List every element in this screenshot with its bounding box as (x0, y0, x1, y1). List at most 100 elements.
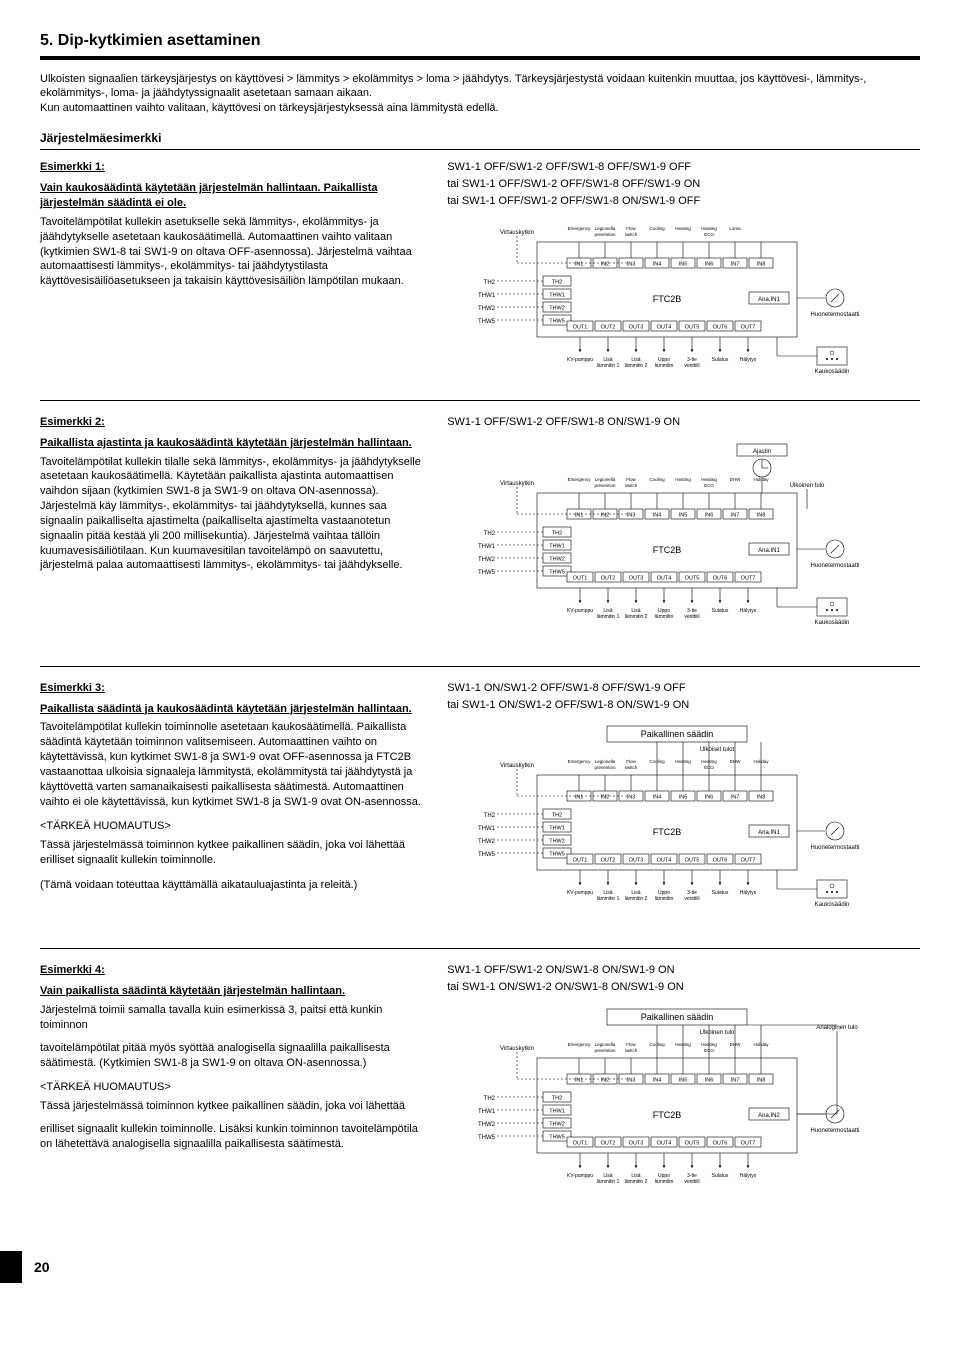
ex1-sw2: tai SW1-1 OFF/SW1-2 OFF/SW1-8 OFF/SW1-9 … (447, 177, 920, 192)
svg-text:Emergency: Emergency (568, 759, 592, 764)
svg-text:Sulatus: Sulatus (712, 357, 729, 363)
svg-text:IN8: IN8 (757, 1078, 766, 1084)
svg-text:THW2: THW2 (478, 839, 496, 845)
svg-text:Heating: Heating (675, 477, 691, 482)
svg-text:Heating: Heating (701, 226, 717, 231)
svg-text:IN6: IN6 (705, 1078, 714, 1084)
ex3-body: Tavoitelämpötilat kullekin toiminnolle a… (40, 720, 427, 809)
svg-text:Kaukosäädin: Kaukosäädin (815, 369, 850, 375)
ex2-sub: Paikallista ajastinta ja kaukosäädintä k… (40, 436, 427, 451)
ex4-body2: tavoitelämpötilat pitää myös syöttää ana… (40, 1041, 427, 1071)
svg-text:OUT4: OUT4 (657, 324, 672, 330)
svg-text:venttiili: venttiili (685, 896, 700, 902)
svg-text:THW5: THW5 (478, 319, 496, 325)
svg-text:IN1: IN1 (575, 1078, 584, 1084)
svg-text:DHW: DHW (730, 759, 741, 764)
svg-text:switch: switch (625, 765, 638, 770)
side-tab (0, 1251, 22, 1283)
svg-text:OUT6: OUT6 (713, 324, 728, 330)
ex1-sw3: tai SW1-1 OFF/SW1-2 OFF/SW1-8 ON/SW1-9 O… (447, 194, 920, 209)
svg-text:Hälytys: Hälytys (740, 1173, 757, 1179)
ex4-note-body: Tässä järjestelmässä toiminnon kytkee pa… (40, 1099, 427, 1114)
ex4-diagram: FTC2BIN1EmergencyIN2Legionellaprevention… (447, 1003, 920, 1223)
svg-text:THW2: THW2 (478, 1122, 496, 1128)
svg-text:TH2: TH2 (552, 1096, 562, 1102)
svg-text:OUT7: OUT7 (741, 858, 756, 864)
svg-text:prevention: prevention (595, 1048, 617, 1053)
svg-text:FTC2B: FTC2B (653, 545, 682, 555)
svg-text:THW1: THW1 (549, 1109, 565, 1115)
example-2: Esimerkki 2: Paikallista ajastinta ja ka… (40, 415, 920, 667)
svg-text:Virtauskytkin: Virtauskytkin (500, 1046, 534, 1052)
svg-text:Sulatus: Sulatus (712, 1173, 729, 1179)
svg-text:Virtauskytkin: Virtauskytkin (500, 230, 534, 236)
svg-text:Legionella: Legionella (595, 226, 616, 231)
svg-text:Heating: Heating (675, 226, 691, 231)
svg-text:IN7: IN7 (731, 512, 740, 518)
svg-text:IN4: IN4 (653, 1078, 662, 1084)
svg-text:OUT5: OUT5 (685, 858, 700, 864)
svg-text:Flow: Flow (626, 226, 636, 231)
svg-text:Virtauskytkin: Virtauskytkin (500, 763, 534, 769)
svg-text:FTC2B: FTC2B (653, 827, 682, 837)
example-3: Esimerkki 3: Paikallista säädintä ja kau… (40, 681, 920, 950)
svg-text:IN3: IN3 (627, 512, 636, 518)
svg-text:THW1: THW1 (549, 826, 565, 832)
ex4-body1: Järjestelmä toimii samalla tavalla kuin … (40, 1003, 427, 1033)
svg-text:OUT3: OUT3 (629, 324, 644, 330)
svg-text:Ulkoinen tulo: Ulkoinen tulo (790, 483, 825, 489)
svg-text:KV-pumppu: KV-pumppu (567, 1173, 593, 1179)
svg-text:OUT2: OUT2 (601, 324, 616, 330)
svg-text:Hälytys: Hälytys (740, 608, 757, 614)
svg-text:THW5: THW5 (549, 1135, 565, 1141)
svg-text:Sulatus: Sulatus (712, 608, 729, 614)
ex2-diagram: FTC2BIN1EmergencyIN2Legionellaprevention… (447, 438, 920, 658)
svg-text:Flow: Flow (626, 477, 636, 482)
svg-text:lämmitin 1: lämmitin 1 (597, 614, 620, 620)
svg-text:Flow: Flow (626, 1042, 636, 1047)
ex3-sw2: tai SW1-1 ON/SW1-2 OFF/SW1-8 ON/SW1-9 ON (447, 698, 920, 713)
svg-text:THW2: THW2 (549, 839, 565, 845)
svg-text:OUT3: OUT3 (629, 575, 644, 581)
svg-text:IN1: IN1 (575, 261, 584, 267)
svg-text:OUT6: OUT6 (713, 575, 728, 581)
svg-text:Paikallinen säädin: Paikallinen säädin (641, 729, 714, 739)
svg-text:TH2: TH2 (484, 531, 496, 537)
svg-text:IN2: IN2 (601, 512, 610, 518)
svg-text:OUT7: OUT7 (741, 324, 756, 330)
svg-text:lämmitin 1: lämmitin 1 (597, 363, 620, 369)
svg-text:prevention: prevention (595, 765, 617, 770)
svg-text:Heating: Heating (701, 477, 717, 482)
svg-text:Paikallinen säädin: Paikallinen säädin (641, 1012, 714, 1022)
svg-text:OUT3: OUT3 (629, 1141, 644, 1147)
svg-text:switch: switch (625, 1048, 638, 1053)
ex1-body: Tavoitelämpötilat kullekin asetukselle s… (40, 215, 427, 289)
ex4-sw2: tai SW1-1 ON/SW1-2 ON/SW1-8 ON/SW1-9 ON (447, 980, 920, 995)
svg-text:Emergency: Emergency (568, 1042, 592, 1047)
svg-text:KV-pumppu: KV-pumppu (567, 890, 593, 896)
svg-text:ECO: ECO (704, 483, 714, 488)
svg-text:OUT1: OUT1 (573, 858, 588, 864)
svg-text:Emergency: Emergency (568, 226, 592, 231)
svg-text:IN8: IN8 (757, 261, 766, 267)
svg-text:IN1: IN1 (575, 795, 584, 801)
svg-text:venttiili: venttiili (685, 614, 700, 620)
svg-text:OUT4: OUT4 (657, 575, 672, 581)
svg-text:THW1: THW1 (478, 293, 496, 299)
ex3-paren: (Tämä voidaan toteuttaa käyttämällä aika… (40, 878, 427, 893)
svg-text:IN4: IN4 (653, 261, 662, 267)
svg-text:Analoginen tulo: Analoginen tulo (817, 1025, 859, 1031)
svg-text:TH2: TH2 (484, 813, 496, 819)
svg-text:IN2: IN2 (601, 261, 610, 267)
ex4-note-title: <TÄRKEÄ HUOMAUTUS> (40, 1080, 427, 1095)
svg-text:Holiday: Holiday (754, 1042, 770, 1047)
svg-text:IN6: IN6 (705, 795, 714, 801)
ex4-note-body2: erilliset signaalit kullekin toiminnolle… (40, 1122, 427, 1152)
svg-text:lämmitin 2: lämmitin 2 (625, 896, 648, 902)
svg-text:venttiili: venttiili (685, 1179, 700, 1185)
svg-text:OUT3: OUT3 (629, 858, 644, 864)
svg-text:Legionella: Legionella (595, 477, 616, 482)
svg-text:DHW: DHW (730, 1042, 741, 1047)
svg-text:DHW: DHW (730, 477, 741, 482)
svg-text:THW1: THW1 (549, 543, 565, 549)
